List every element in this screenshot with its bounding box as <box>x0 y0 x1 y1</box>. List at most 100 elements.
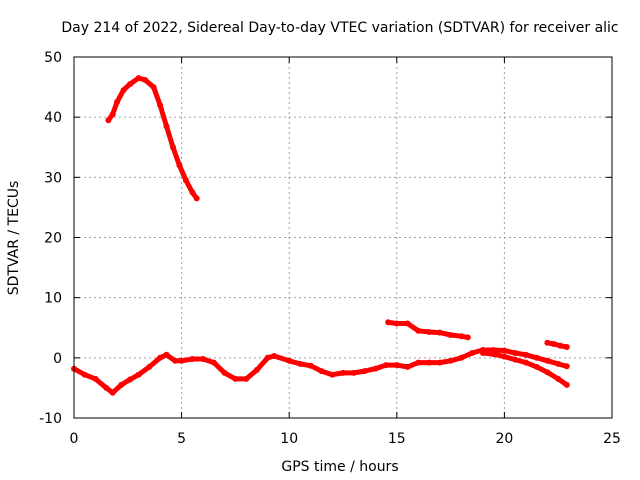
y-axis-label: SDTVAR / TECUs <box>6 181 22 296</box>
data-point <box>232 375 239 382</box>
data-point <box>550 341 557 347</box>
data-point <box>563 381 570 388</box>
data-point <box>544 357 551 364</box>
y-tick-label: -10 <box>39 411 62 427</box>
data-point <box>176 162 183 169</box>
data-point <box>105 117 112 124</box>
data-point <box>361 368 368 375</box>
data-point <box>189 189 196 196</box>
data-point <box>557 342 564 349</box>
data-point <box>340 369 346 376</box>
data-point <box>170 144 176 151</box>
data-point <box>297 360 303 367</box>
x-axis-label: GPS time / hours <box>281 459 398 475</box>
data-point <box>178 357 185 364</box>
data-point <box>120 87 127 94</box>
data-point <box>329 371 336 378</box>
data-point <box>490 351 497 358</box>
y-tick-label: 20 <box>44 231 62 247</box>
y-tick-label: 40 <box>44 110 62 126</box>
data-point <box>555 375 562 382</box>
x-tick-label: 5 <box>177 431 186 447</box>
data-point <box>350 369 357 376</box>
y-tick-label: 50 <box>44 50 62 66</box>
data-series-layer <box>71 75 570 396</box>
data-point <box>415 327 422 334</box>
data-point <box>318 368 325 375</box>
data-point <box>426 329 433 335</box>
data-point <box>103 384 110 391</box>
data-point <box>135 371 142 378</box>
data-point <box>172 357 179 364</box>
data-point <box>426 359 433 366</box>
chart-title: Day 214 of 2022, Sidereal Day-to-day VTE… <box>61 20 618 36</box>
data-point <box>163 351 170 358</box>
data-point <box>142 76 148 83</box>
data-point <box>253 366 260 373</box>
data-point <box>404 363 411 370</box>
data-point <box>307 362 314 369</box>
data-point <box>210 359 217 366</box>
data-point <box>512 356 519 363</box>
y-tick-label: 30 <box>44 170 62 186</box>
series-line-arc-late <box>544 340 570 350</box>
x-tick-label: 25 <box>603 431 621 447</box>
data-point <box>490 347 497 353</box>
data-point <box>385 319 392 326</box>
data-point <box>182 177 189 184</box>
axis-ticks: 0 5 10 15 20 25 -10 0 10 20 30 40 50 <box>39 50 621 447</box>
data-point <box>221 369 228 376</box>
data-point <box>501 353 508 360</box>
data-point <box>479 350 486 356</box>
data-point <box>92 375 99 382</box>
data-point <box>563 344 570 350</box>
data-point <box>415 359 422 366</box>
data-point <box>512 350 519 356</box>
data-point <box>436 329 443 336</box>
data-point <box>163 123 170 130</box>
data-point <box>150 84 157 91</box>
data-point <box>522 359 529 366</box>
x-tick-label: 15 <box>388 431 406 447</box>
data-point <box>563 363 570 370</box>
data-point <box>533 354 540 361</box>
data-point <box>458 354 465 361</box>
x-tick-label: 10 <box>280 431 298 447</box>
data-point <box>447 357 454 364</box>
data-point <box>118 381 125 388</box>
data-point <box>404 320 411 327</box>
data-point <box>81 371 88 378</box>
data-point <box>447 332 454 338</box>
data-point <box>157 354 164 361</box>
data-point <box>146 363 153 370</box>
data-point <box>458 333 465 340</box>
data-point <box>193 195 200 202</box>
data-point <box>522 351 529 358</box>
data-point <box>127 376 133 383</box>
x-tick-label: 20 <box>495 431 513 447</box>
data-point <box>464 334 471 341</box>
data-point <box>243 375 250 382</box>
data-point <box>393 362 400 369</box>
data-point <box>135 75 142 82</box>
data-point <box>533 363 540 370</box>
data-point <box>544 369 551 376</box>
data-point <box>271 353 278 359</box>
data-point <box>544 339 551 346</box>
data-point <box>127 81 133 88</box>
data-point <box>469 350 476 356</box>
y-tick-label: 10 <box>44 291 62 307</box>
data-point <box>393 320 400 327</box>
data-point <box>109 389 116 396</box>
y-tick-label: 0 <box>53 351 62 367</box>
data-point <box>383 362 389 369</box>
x-tick-label: 0 <box>70 431 79 447</box>
data-point <box>436 359 443 366</box>
data-point <box>189 356 196 362</box>
data-point <box>555 360 562 367</box>
data-point <box>200 356 207 362</box>
data-point <box>109 111 116 118</box>
data-point <box>501 347 508 354</box>
data-point <box>114 99 120 106</box>
